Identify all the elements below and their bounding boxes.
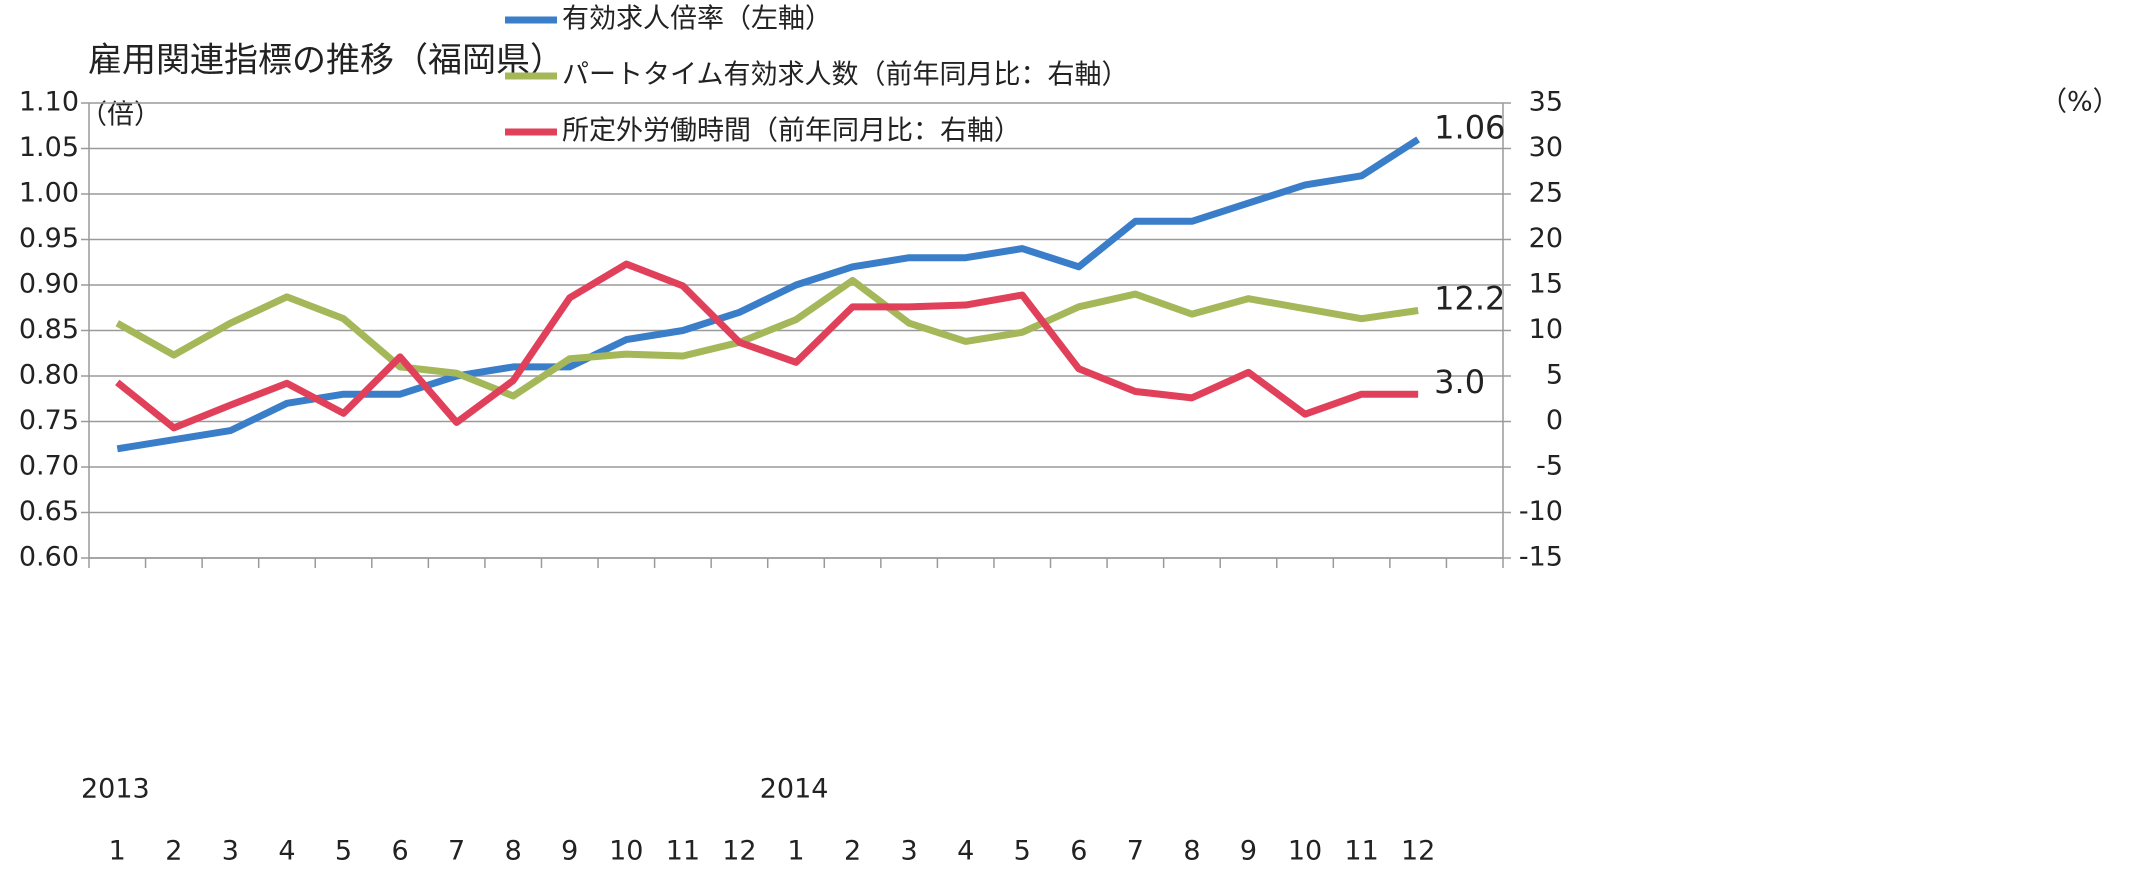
- y2-tick-label: 25: [1529, 178, 1563, 209]
- legend-label: 有効求人倍率（左軸）: [562, 4, 832, 35]
- x-tick-label: 2: [844, 836, 861, 867]
- x-tick-label: 1: [787, 836, 804, 867]
- x-tick-label: 7: [1127, 836, 1144, 867]
- x-tick-label: 7: [448, 836, 465, 867]
- y2-tick-label: -5: [1536, 451, 1563, 482]
- y-tick-label: 0.65: [19, 496, 79, 527]
- x-tick-label: 11: [666, 836, 700, 867]
- y2-tick-label: 35: [1529, 87, 1563, 118]
- x-group-label: 2013: [81, 774, 150, 805]
- y-tick-label: 1.10: [19, 87, 79, 118]
- y2-axis-label: （%）: [2040, 87, 2120, 118]
- x-tick-label: 8: [505, 836, 522, 867]
- y-tick-label: 1.00: [19, 178, 79, 209]
- x-tick-label: 5: [335, 836, 352, 867]
- legend-label: 所定外労働時間（前年同月比：右軸）: [562, 116, 1021, 147]
- x-tick-label: 11: [1344, 836, 1378, 867]
- y-axis-label: （倍）: [80, 100, 161, 131]
- x-tick-label: 1: [109, 836, 126, 867]
- x-tick-label: 3: [901, 836, 918, 867]
- data-label: 12.2: [1434, 279, 1505, 317]
- x-group-label: 2014: [760, 774, 829, 805]
- legend-label: パートタイム有効求人数（前年同月比：右軸）: [562, 60, 1128, 91]
- y2-tick-label: 30: [1529, 132, 1563, 163]
- y-tick-label: 0.75: [19, 405, 79, 436]
- x-tick-label: 6: [1070, 836, 1087, 867]
- y-tick-label: 0.95: [19, 223, 79, 254]
- y2-tick-label: -15: [1519, 542, 1563, 573]
- series-line: [116, 136, 1421, 453]
- x-tick-label: 12: [722, 836, 756, 867]
- x-tick-label: 12: [1401, 836, 1435, 867]
- y-tick-label: 1.05: [19, 132, 79, 163]
- x-tick-label: 4: [278, 836, 295, 867]
- x-tick-label: 5: [1014, 836, 1031, 867]
- x-tick-label: 10: [609, 836, 643, 867]
- y-tick-label: 0.85: [19, 314, 79, 345]
- y-tick-label: 0.60: [19, 542, 79, 573]
- x-tick-label: 9: [1240, 836, 1257, 867]
- series-line: [115, 260, 1419, 432]
- x-tick-label: 3: [222, 836, 239, 867]
- y2-tick-label: 0: [1546, 405, 1563, 436]
- x-tick-label: 2: [165, 836, 182, 867]
- x-tick-label: 9: [561, 836, 578, 867]
- data-label: 3.0: [1434, 363, 1485, 401]
- x-tick-label: 4: [957, 836, 974, 867]
- y2-tick-label: -10: [1519, 496, 1563, 527]
- chart-title: 雇用関連指標の推移（福岡県）: [88, 41, 564, 81]
- x-tick-label: 6: [391, 836, 408, 867]
- x-tick-label: 8: [1183, 836, 1200, 867]
- y-tick-label: 0.90: [19, 269, 79, 300]
- x-tick-label: 10: [1288, 836, 1322, 867]
- data-label: 1.06: [1434, 108, 1505, 146]
- y2-tick-label: 10: [1529, 314, 1563, 345]
- y2-tick-label: 20: [1529, 223, 1563, 254]
- y-tick-label: 0.80: [19, 360, 79, 391]
- y2-tick-label: 5: [1546, 360, 1563, 391]
- y-tick-label: 0.70: [19, 451, 79, 482]
- series-line: [115, 276, 1419, 400]
- y2-tick-label: 15: [1529, 269, 1563, 300]
